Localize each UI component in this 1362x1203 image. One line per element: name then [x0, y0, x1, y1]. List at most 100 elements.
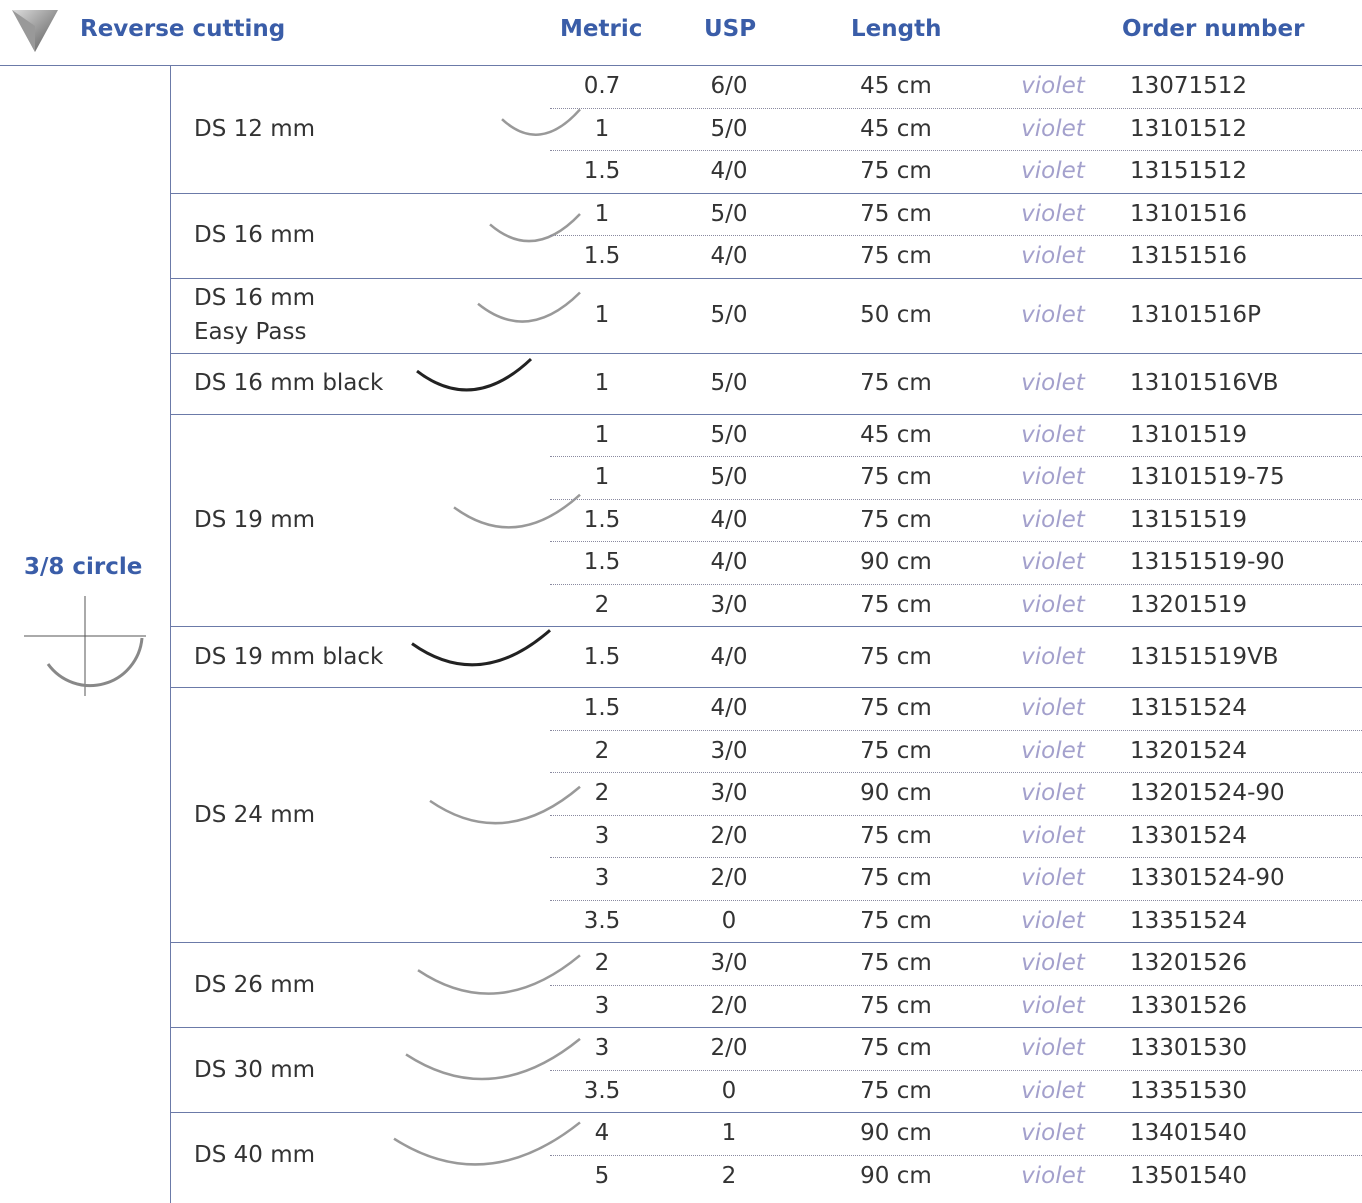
row-separator: [550, 456, 1362, 457]
metric: 3: [594, 865, 610, 892]
usp: 2/0: [710, 1035, 748, 1062]
row-separator: [550, 729, 1362, 731]
thread-color: violet: [1021, 549, 1085, 576]
usp: 4/0: [710, 243, 748, 270]
usp: 3/0: [710, 737, 748, 764]
length: 45 cm: [860, 115, 932, 142]
usp: 0: [721, 1077, 737, 1104]
metric: 1: [594, 200, 610, 227]
product-name: DS 40 mm: [194, 1138, 315, 1172]
usp: 4/0: [710, 695, 748, 722]
group-separator: [170, 192, 1362, 194]
needle-type-icon: [12, 10, 58, 52]
thread-color: violet: [1021, 243, 1085, 270]
usp: 4/0: [710, 506, 748, 533]
row-separator: [550, 899, 1362, 901]
order-number: 13301526: [1130, 992, 1248, 1019]
usp: 3/0: [710, 950, 748, 977]
thread-color: violet: [1021, 992, 1085, 1019]
order-number: 13151519VB: [1130, 643, 1279, 670]
usp: 6/0: [710, 73, 748, 100]
length: 75 cm: [860, 737, 932, 764]
length: 75 cm: [860, 695, 932, 722]
needle-image: [429, 785, 581, 824]
length: 75 cm: [860, 1077, 932, 1104]
length: 45 cm: [860, 421, 932, 448]
row-separator: [550, 857, 1362, 858]
needle-image: [417, 953, 581, 995]
length: 45 cm: [860, 73, 932, 100]
thread-color: violet: [1021, 591, 1085, 618]
metric: 1: [594, 464, 610, 491]
metric: 1.5: [583, 695, 621, 722]
group-separator: [170, 942, 1362, 943]
thread-color: violet: [1021, 464, 1085, 491]
order-number: 13151524: [1130, 695, 1248, 722]
row-separator: [550, 498, 1362, 500]
order-number: 13071512: [1130, 73, 1248, 100]
product-name: DS 16 mm: [194, 218, 315, 252]
thread-color: violet: [1021, 1120, 1085, 1147]
product-name: DS 30 mm: [194, 1053, 315, 1087]
usp: 3/0: [710, 591, 748, 618]
length: 75 cm: [860, 1035, 932, 1062]
group-separator: [170, 687, 1362, 688]
thread-color: violet: [1021, 421, 1085, 448]
product-name: DS 26 mm: [194, 968, 315, 1002]
product-name: DS 24 mm: [194, 798, 315, 832]
order-number: 13151512: [1130, 158, 1248, 185]
metric: 2: [594, 780, 610, 807]
thread-color: violet: [1021, 907, 1085, 934]
usp: 5/0: [710, 421, 748, 448]
order-number: 13101519-75: [1130, 464, 1285, 491]
metric: 4: [594, 1120, 610, 1147]
length: 75 cm: [860, 506, 932, 533]
name-line: DS 19 mm black: [194, 643, 384, 670]
needle-image: [477, 291, 581, 323]
order-number: 13101516: [1130, 200, 1248, 227]
name-line: DS 16 mm black: [194, 370, 384, 396]
metric: 3: [594, 1035, 610, 1062]
metric: 3: [594, 822, 610, 849]
order-number: 13351524: [1130, 907, 1248, 934]
column-divider: [170, 65, 171, 1203]
thread-color: violet: [1021, 865, 1085, 892]
column-header: Length: [851, 16, 942, 42]
product-name: DS 16 mm black: [194, 366, 383, 400]
product-name: DS 16 mm Easy Pass: [194, 281, 315, 349]
order-number: 13101516VB: [1130, 370, 1279, 396]
metric: 1: [594, 370, 610, 396]
order-number: 13201526: [1130, 950, 1248, 977]
thread-color: violet: [1021, 158, 1085, 185]
name-line: DS 12 mm: [194, 115, 316, 142]
usp: 3/0: [710, 780, 748, 807]
length: 75 cm: [860, 370, 932, 396]
length: 75 cm: [860, 591, 932, 618]
metric: 3.5: [583, 907, 621, 934]
row-separator: [550, 541, 1362, 542]
header-line: [0, 65, 1362, 66]
name-line: DS 30 mm: [194, 1056, 316, 1083]
metric: 3.5: [583, 1077, 621, 1104]
needle-image: [453, 493, 581, 529]
order-number: 13151516: [1130, 243, 1248, 270]
order-number: 13301530: [1130, 1035, 1248, 1062]
name-line: Easy Pass: [194, 319, 307, 345]
name-line: DS 26 mm: [194, 971, 316, 998]
length: 90 cm: [860, 1120, 932, 1147]
circle-icon: [24, 596, 146, 696]
thread-color: violet: [1021, 822, 1085, 849]
length: 75 cm: [860, 865, 932, 892]
usp: 1: [721, 1120, 737, 1147]
metric: 0.7: [583, 73, 621, 100]
metric: 3: [594, 992, 610, 1019]
thread-color: violet: [1021, 780, 1085, 807]
order-number: 13201524: [1130, 737, 1248, 764]
order-number: 13101512: [1130, 115, 1248, 142]
order-number: 13301524-90: [1130, 865, 1285, 892]
needle-image: [393, 1120, 581, 1166]
order-number: 13201519: [1130, 591, 1248, 618]
usp: 2/0: [710, 865, 748, 892]
order-number: 13151519: [1130, 506, 1248, 533]
thread-color: violet: [1021, 695, 1085, 722]
